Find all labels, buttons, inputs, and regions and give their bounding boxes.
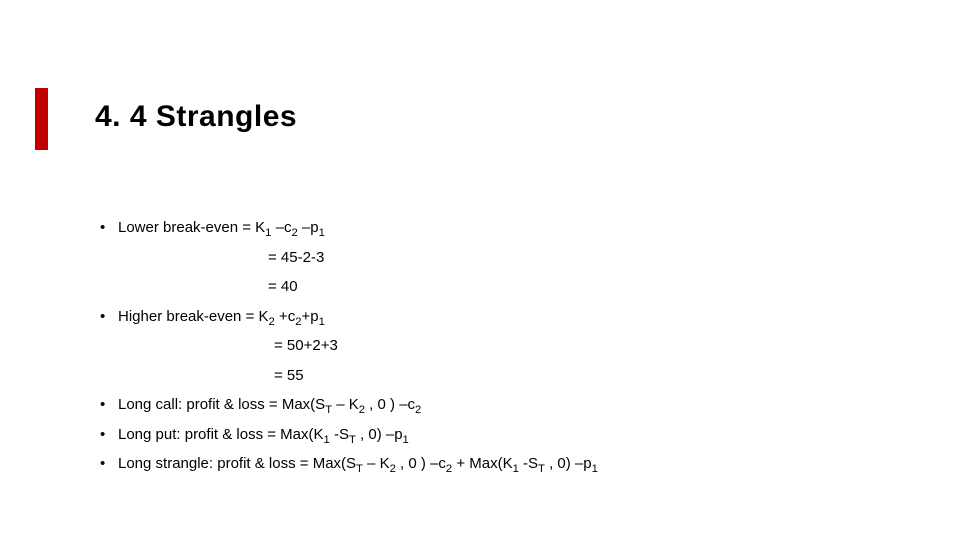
bullet-text: = 55 [274, 367, 304, 384]
bullet-text: Long call: profit & loss = Max(ST – K2 ,… [118, 395, 880, 415]
slide-content: •Lower break-even = K1 –c2 –p1= 45-2-3= … [100, 218, 880, 484]
slide-title: 4. 4 Strangles [95, 100, 297, 134]
slide: 4. 4 Strangles •Lower break-even = K1 –c… [0, 0, 960, 540]
bullet-text: Higher break-even = K2 +c2+p1 [118, 307, 880, 327]
bullet-continuation: = 50+2+3 [118, 336, 880, 356]
bullet-text: Long put: profit & loss = Max(K1 -ST , 0… [118, 425, 880, 445]
bullet-continuation: = 45-2-3 [118, 248, 880, 268]
bullet-dot: • [100, 454, 118, 474]
bullet-item: •Long put: profit & loss = Max(K1 -ST , … [100, 425, 880, 445]
bullet-continuation: = 40 [118, 277, 880, 297]
bullet-item: •Long strangle: profit & loss = Max(ST –… [100, 454, 880, 474]
bullet-continuation: = 55 [118, 366, 880, 386]
bullet-text: Long strangle: profit & loss = Max(ST – … [118, 454, 880, 474]
bullet-dot: • [100, 395, 118, 415]
bullet-text: = 50+2+3 [274, 337, 338, 354]
bullet-item: •Higher break-even = K2 +c2+p1 [100, 307, 880, 327]
bullet-item: •Long call: profit & loss = Max(ST – K2 … [100, 395, 880, 415]
bullet-text: = 45-2-3 [268, 249, 324, 266]
bullet-text: Lower break-even = K1 –c2 –p1 [118, 218, 880, 238]
bullet-item: •Lower break-even = K1 –c2 –p1 [100, 218, 880, 238]
bullet-dot: • [100, 425, 118, 445]
bullet-dot: • [100, 218, 118, 238]
bullet-text: = 40 [268, 278, 298, 295]
bullet-dot: • [100, 307, 118, 327]
accent-bar [35, 88, 48, 150]
